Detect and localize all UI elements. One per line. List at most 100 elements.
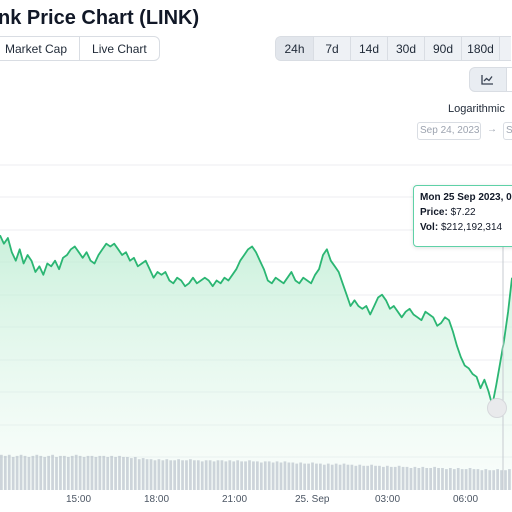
volume-bar [35,454,39,490]
logarithmic-toggle-label[interactable]: Logarithmic [448,103,505,115]
date-range-arrow: → [487,124,497,135]
date-from-input[interactable]: Sep 24, 2023 [417,122,481,140]
volume-bar [43,457,47,490]
volume-bar [413,466,417,490]
range-tab-more[interactable] [499,37,511,60]
volume-bar [374,465,377,490]
volume-bar [66,457,70,490]
page-title: nk Price Chart (LINK) [0,7,200,29]
range-tab-14d[interactable]: 14d [350,37,387,60]
volume-bar [98,455,102,490]
volume-bar [185,460,188,490]
volume-bar [322,464,326,490]
volume-bar [259,462,263,490]
volume-bar [161,460,165,490]
range-tab-180d[interactable]: 180d [461,37,499,60]
range-tabs: 24h 7d 14d 30d 90d 180d [275,36,511,61]
volume-bar [200,461,204,490]
volume-bar [90,455,94,490]
volume-bar [488,470,492,490]
volume-bar [106,457,110,490]
volume-bar [267,461,271,490]
volume-bar [248,460,251,490]
volume-bar [338,464,342,490]
tooltip-volume: Vol: $212,192,314 [420,222,512,233]
date-to-input[interactable]: Se [503,122,512,140]
volume-bar [169,460,173,490]
volume-bar [11,457,15,490]
line-chart-button[interactable] [470,68,506,91]
tab-live-chart[interactable]: Live Chart [79,37,159,60]
volume-bar [275,461,279,490]
volume-bar [441,468,444,490]
volume-bar [173,460,177,490]
volume-bar [385,465,389,490]
volume-bar [370,464,373,490]
volume-bar [433,466,436,490]
volume-bar [114,457,117,490]
volume-bar [63,455,66,490]
volume-bar [3,455,7,490]
volume-bar [149,459,153,490]
tooltip-price: Price: $7.22 [420,207,512,218]
volume-bar [311,462,314,490]
volume-bar [287,462,291,490]
volume-bar [82,457,86,490]
volume-bar [425,468,429,490]
volume-bar [39,455,43,490]
volume-bar [504,470,507,490]
volume-bar [480,470,484,490]
tab-market-cap[interactable]: Market Cap [5,41,68,56]
volume-bar [468,468,472,490]
volume-bar [295,463,299,490]
volume-bar [133,457,137,490]
volume-bar [437,468,440,490]
volume-bar [346,464,350,490]
volume-bar [244,461,247,490]
volume-bar [192,460,196,490]
x-tick-label: 06:00 [453,494,479,505]
volume-bar [303,463,306,490]
volume-bar [126,457,129,490]
volume-bar [74,454,78,490]
volume-bar [129,458,133,490]
volume-bar [181,460,184,490]
volume-bar [358,464,362,490]
volume-bar [429,468,433,490]
volume-bar [196,460,200,490]
volume-bar [236,460,240,490]
volume-bar [15,455,19,490]
volume-bar [78,455,82,490]
volume-bar [389,466,393,490]
volume-bar [19,454,23,490]
volume-bar [472,469,476,490]
volume-bar [224,461,228,490]
volume-bar [500,470,503,490]
range-tab-90d[interactable]: 90d [424,37,461,60]
x-tick-label: 25. Sep [295,494,330,505]
volume-bar [70,455,74,490]
volume-bar [362,465,366,490]
volume-bar [307,463,310,490]
volume-bar [342,463,346,490]
tooltip-price-label: Price: [420,207,448,218]
volume-bar [508,469,511,490]
volume-bar [315,463,318,490]
volume-bar [157,459,161,490]
volume-bar [232,461,236,490]
volume-bar [401,466,405,490]
volume-bar [476,469,480,490]
volume-bar [240,461,243,490]
range-tab-24h[interactable]: 24h [276,37,313,60]
price-tooltip: Mon 25 Sep 2023, 0 Price: $7.22 Vol: $21… [413,185,512,247]
x-tick-label: 21:00 [222,494,248,505]
range-tab-7d[interactable]: 7d [313,37,350,60]
candlestick-chart-button[interactable] [505,68,512,91]
volume-bar [417,468,421,490]
volume-bar [299,462,303,490]
range-tab-30d[interactable]: 30d [387,37,424,60]
x-tick-label: 15:00 [66,494,92,505]
volume-bar [27,457,31,490]
volume-bar [23,455,27,490]
